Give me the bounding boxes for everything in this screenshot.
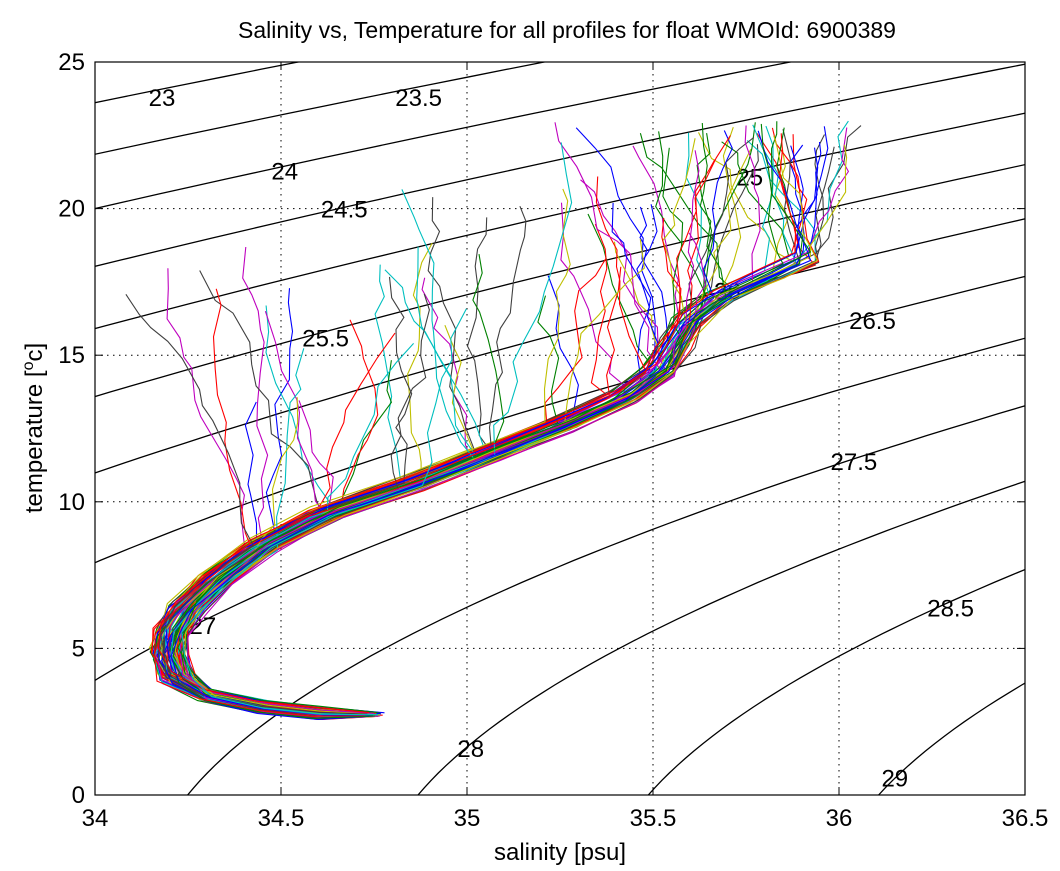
x-tick-label: 35 <box>454 805 481 832</box>
density-contour-label: 29 <box>881 765 908 792</box>
density-contours <box>95 62 1025 795</box>
y-axis-label-sup: o <box>20 361 37 370</box>
profiles <box>125 120 862 720</box>
profile-trace <box>178 127 820 717</box>
profile-trace <box>161 147 819 720</box>
profile-trace <box>157 206 656 716</box>
y-tick-label: 10 <box>58 489 85 516</box>
density-contour-label: 26.5 <box>849 308 896 335</box>
y-axis-label: temperature [oc] <box>20 343 48 513</box>
profile-trace <box>154 217 682 717</box>
density-contour <box>95 218 1025 474</box>
y-tick-label: 5 <box>72 635 85 662</box>
y-tick-label: 20 <box>58 196 85 223</box>
density-contour <box>647 568 1025 795</box>
density-contour <box>95 62 548 155</box>
profile-trace <box>187 232 706 719</box>
y-tick-label: 15 <box>58 342 85 369</box>
density-contour <box>186 405 1025 795</box>
x-tick-label: 35.5 <box>630 805 677 832</box>
x-tick-labels: 34 34.5 35 35.5 36 36.5 <box>82 805 1049 832</box>
grid <box>95 62 1025 795</box>
profile-trace <box>177 123 812 713</box>
density-contour <box>95 275 1025 564</box>
density-contour-label: 23 <box>149 85 176 112</box>
y-tick-labels: 0 5 10 15 20 25 <box>58 49 85 809</box>
density-contour-label: 24 <box>271 158 298 185</box>
density-contour <box>877 682 1025 795</box>
profile-trace <box>163 276 413 715</box>
y-tick-label: 25 <box>58 49 85 76</box>
density-contour <box>95 63 1025 267</box>
density-contour <box>95 112 1025 330</box>
profile-trace <box>157 293 430 719</box>
density-contour-label: 23.5 <box>395 85 442 112</box>
density-contour <box>417 480 1025 795</box>
density-contour <box>95 62 794 210</box>
y-tick-label: 0 <box>72 782 85 809</box>
profile-trace <box>157 133 797 714</box>
chart-title: Salinity vs, Temperature for all profile… <box>238 17 896 43</box>
density-contour-label: 25.5 <box>302 326 349 353</box>
profile-trace <box>181 308 467 716</box>
profile-trace <box>153 189 475 718</box>
density-contour-label: 28.5 <box>927 595 974 622</box>
profile-trace <box>170 122 727 716</box>
density-contour <box>95 337 1025 682</box>
density-contour-label: 24.5 <box>321 197 368 224</box>
x-tick-label: 36 <box>826 805 853 832</box>
axis-ticks <box>94 61 1026 796</box>
density-contour-label: 27.5 <box>831 449 878 476</box>
profile-trace <box>170 130 812 716</box>
profile-trace <box>125 293 368 715</box>
x-tick-label: 34.5 <box>258 805 305 832</box>
x-tick-label: 36.5 <box>1002 805 1049 832</box>
y-axis-label-end: c] <box>21 343 48 362</box>
plot-frame <box>94 61 1026 796</box>
profile-trace <box>179 150 700 715</box>
density-contour-label: 28 <box>457 736 484 763</box>
y-axis-label-main: temperature [ <box>21 370 48 513</box>
x-tick-label: 34 <box>82 805 109 832</box>
profile-trace <box>157 136 755 714</box>
x-axis-label: salinity [psu] <box>494 839 626 866</box>
